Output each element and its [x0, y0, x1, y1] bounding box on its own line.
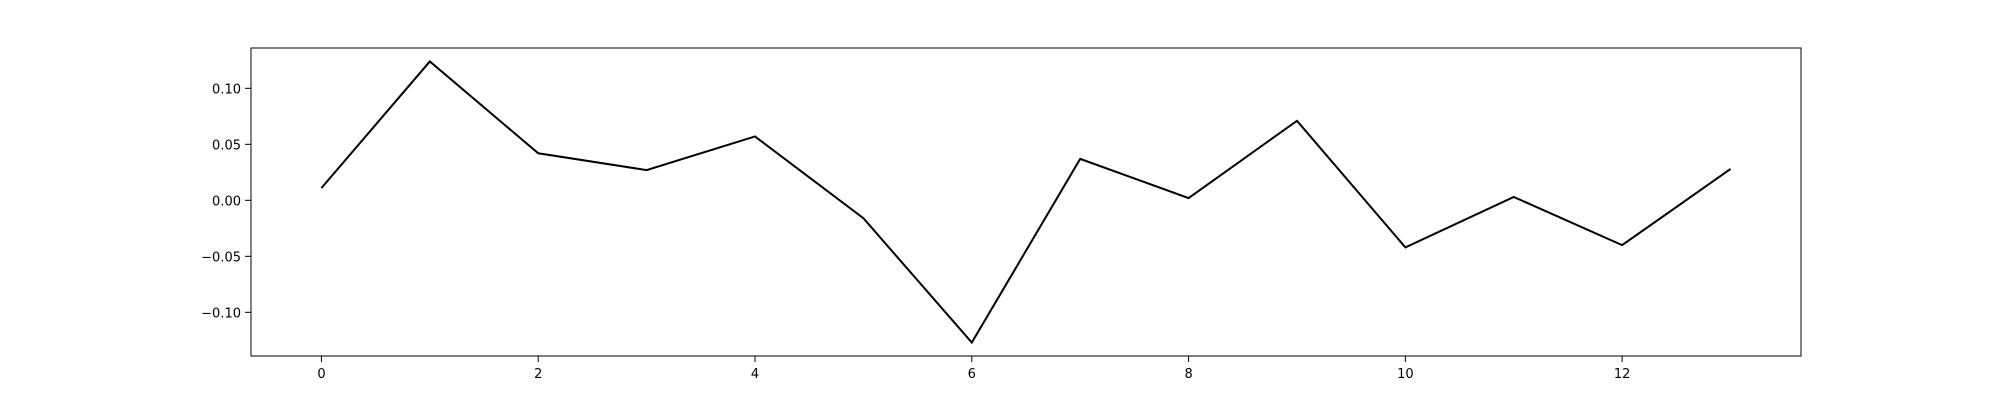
x-tick-label: 0	[317, 367, 325, 382]
x-tick-label: 4	[751, 367, 759, 382]
x-tick-label: 12	[1614, 367, 1631, 382]
x-tick-label: 6	[968, 367, 976, 382]
series-line	[320, 60, 1732, 345]
x-axis: 0 2 4 6 8 10 12	[317, 356, 1630, 382]
x-tick-label: 2	[534, 367, 542, 382]
plot-frame	[250, 47, 1802, 357]
y-axis: −0.10 −0.05 0.00 0.05 0.10	[201, 82, 251, 321]
x-tick-label: 10	[1397, 367, 1414, 382]
y-tick-label: −0.10	[201, 306, 241, 321]
y-tick-label: 0.00	[212, 194, 241, 209]
plot-area	[250, 47, 1802, 357]
y-tick-label: −0.05	[201, 250, 241, 265]
x-tick-label: 8	[1184, 367, 1192, 382]
y-tick-label: 0.05	[212, 138, 241, 153]
y-tick-label: 0.10	[212, 82, 241, 97]
